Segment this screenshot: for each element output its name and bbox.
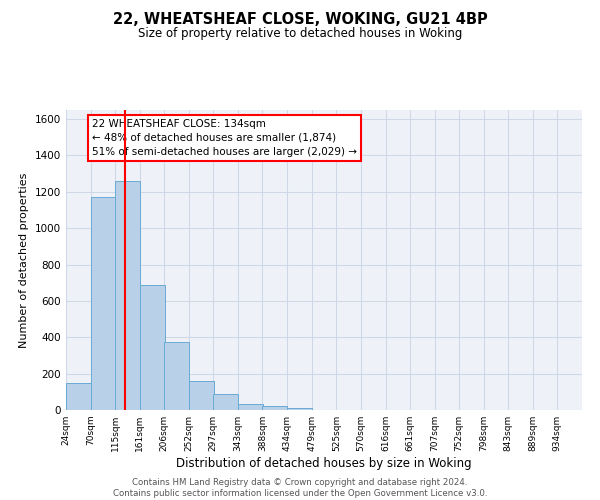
X-axis label: Distribution of detached houses by size in Woking: Distribution of detached houses by size … xyxy=(176,457,472,470)
Bar xyxy=(164,342,189,410)
Text: 22, WHEATSHEAF CLOSE, WOKING, GU21 4BP: 22, WHEATSHEAF CLOSE, WOKING, GU21 4BP xyxy=(113,12,487,28)
Bar xyxy=(66,382,91,410)
Bar xyxy=(238,404,263,410)
Bar xyxy=(189,381,214,410)
Bar xyxy=(91,198,116,410)
Bar xyxy=(287,408,312,410)
Text: Contains HM Land Registry data © Crown copyright and database right 2024.
Contai: Contains HM Land Registry data © Crown c… xyxy=(113,478,487,498)
Bar xyxy=(262,406,287,410)
Bar xyxy=(115,181,140,410)
Text: 22 WHEATSHEAF CLOSE: 134sqm
← 48% of detached houses are smaller (1,874)
51% of : 22 WHEATSHEAF CLOSE: 134sqm ← 48% of det… xyxy=(92,119,357,157)
Bar xyxy=(214,394,238,410)
Y-axis label: Number of detached properties: Number of detached properties xyxy=(19,172,29,348)
Text: Size of property relative to detached houses in Woking: Size of property relative to detached ho… xyxy=(138,28,462,40)
Bar xyxy=(140,284,165,410)
